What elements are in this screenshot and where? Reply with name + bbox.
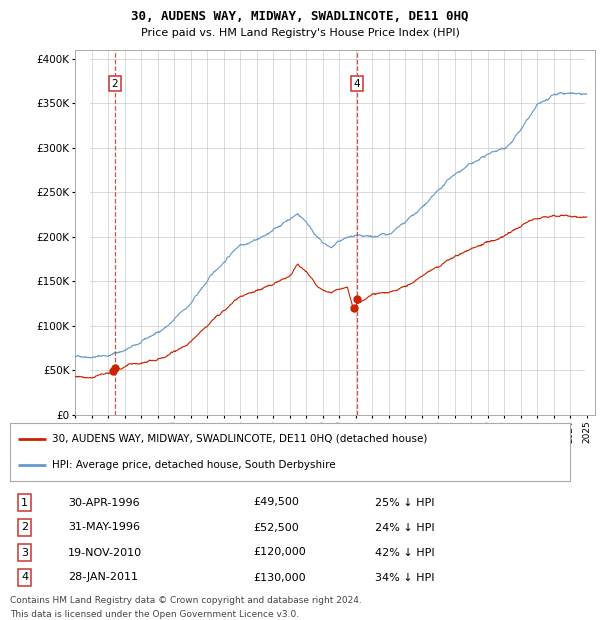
Bar [75,50,90,415]
Text: 25% ↓ HPI: 25% ↓ HPI [376,497,435,508]
Text: £120,000: £120,000 [254,547,307,557]
Text: 34% ↓ HPI: 34% ↓ HPI [376,572,435,583]
Text: 30, AUDENS WAY, MIDWAY, SWADLINCOTE, DE11 0HQ (detached house): 30, AUDENS WAY, MIDWAY, SWADLINCOTE, DE1… [52,433,427,444]
Text: 31-MAY-1996: 31-MAY-1996 [68,523,140,533]
Text: 1: 1 [21,497,28,508]
Text: 3: 3 [21,547,28,557]
Text: This data is licensed under the Open Government Licence v3.0.: This data is licensed under the Open Gov… [10,610,299,619]
Text: 28-JAN-2011: 28-JAN-2011 [68,572,138,583]
Text: Contains HM Land Registry data © Crown copyright and database right 2024.: Contains HM Land Registry data © Crown c… [10,596,362,605]
Text: 4: 4 [353,79,360,89]
Text: 24% ↓ HPI: 24% ↓ HPI [376,523,435,533]
Text: 42% ↓ HPI: 42% ↓ HPI [376,547,435,557]
Point [349,303,359,313]
Text: 30, AUDENS WAY, MIDWAY, SWADLINCOTE, DE11 0HQ: 30, AUDENS WAY, MIDWAY, SWADLINCOTE, DE1… [131,10,469,23]
Text: 2: 2 [21,523,28,533]
Text: £52,500: £52,500 [254,523,299,533]
Text: 4: 4 [21,572,28,583]
Text: £130,000: £130,000 [254,572,306,583]
Bar [586,50,595,415]
Point [109,366,118,376]
Text: 2: 2 [112,79,118,89]
Text: Price paid vs. HM Land Registry's House Price Index (HPI): Price paid vs. HM Land Registry's House … [140,28,460,38]
Text: 19-NOV-2010: 19-NOV-2010 [68,547,142,557]
Point [110,363,120,373]
Text: HPI: Average price, detached house, South Derbyshire: HPI: Average price, detached house, Sout… [52,460,335,471]
Text: 30-APR-1996: 30-APR-1996 [68,497,140,508]
Point [352,294,362,304]
Text: £49,500: £49,500 [254,497,299,508]
